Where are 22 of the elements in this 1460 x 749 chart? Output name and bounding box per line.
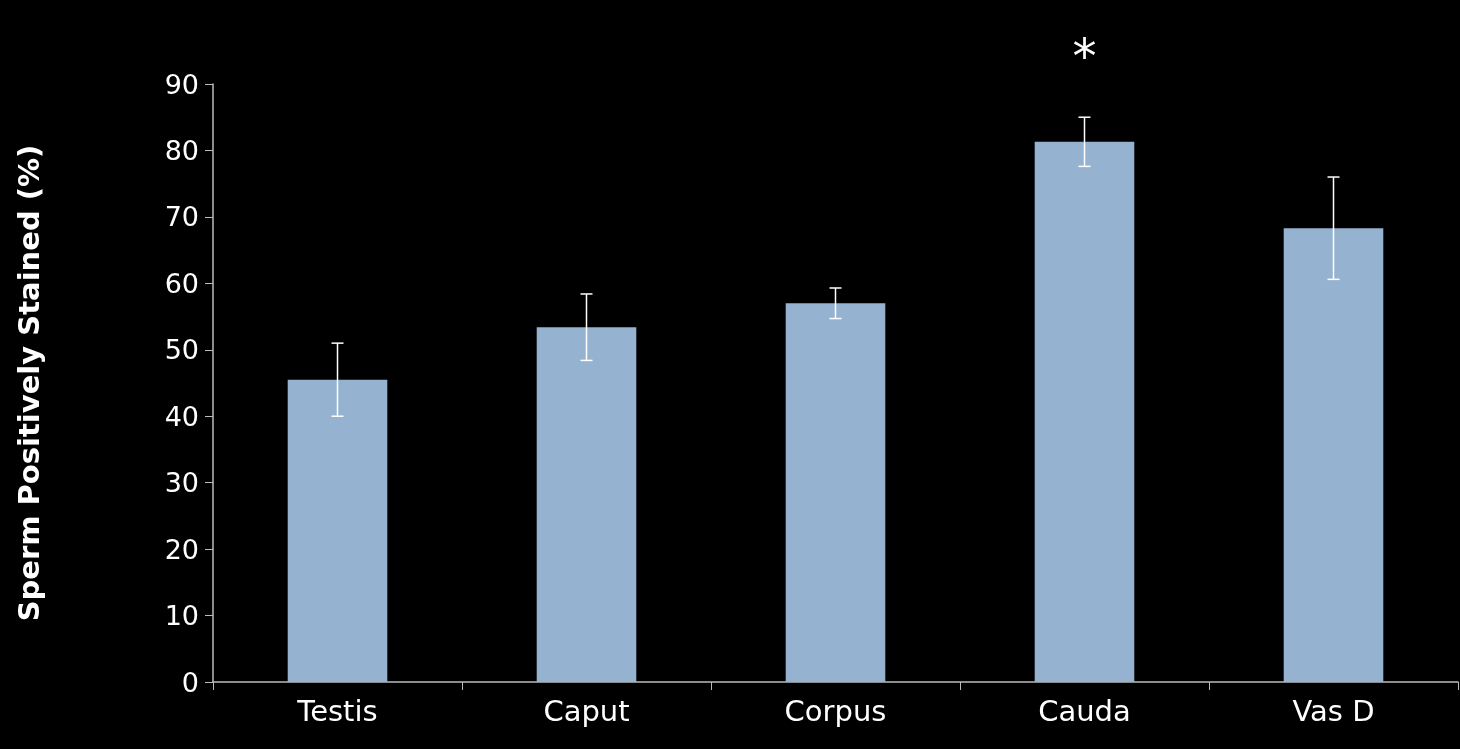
y-tick-label: 20 bbox=[164, 533, 199, 565]
bar bbox=[785, 303, 886, 682]
y-tick-label: 70 bbox=[164, 201, 199, 233]
y-axis-title: Sperm Positively Stained (%) bbox=[11, 144, 46, 622]
text: * bbox=[1072, 28, 1097, 84]
y-tick-label: 40 bbox=[164, 400, 199, 432]
x-tick-label: Caput bbox=[543, 693, 630, 728]
y-tick-label: 30 bbox=[164, 467, 199, 499]
x-tick-label: Testis bbox=[296, 693, 378, 728]
bar bbox=[1283, 228, 1384, 682]
y-tick-label: 50 bbox=[164, 334, 199, 366]
y-tick-label: 80 bbox=[164, 134, 199, 166]
x-tick-label: Corpus bbox=[784, 693, 887, 728]
bar bbox=[1034, 141, 1135, 682]
bar bbox=[287, 379, 388, 682]
x-tick-label: Vas D bbox=[1292, 693, 1375, 728]
bar bbox=[536, 327, 637, 682]
y-tick-label: 10 bbox=[164, 600, 199, 632]
x-tick-label: Cauda bbox=[1038, 693, 1131, 728]
y-tick-label: 60 bbox=[164, 267, 199, 299]
y-tick-label: 0 bbox=[181, 666, 199, 698]
y-tick-label: 90 bbox=[164, 68, 199, 100]
